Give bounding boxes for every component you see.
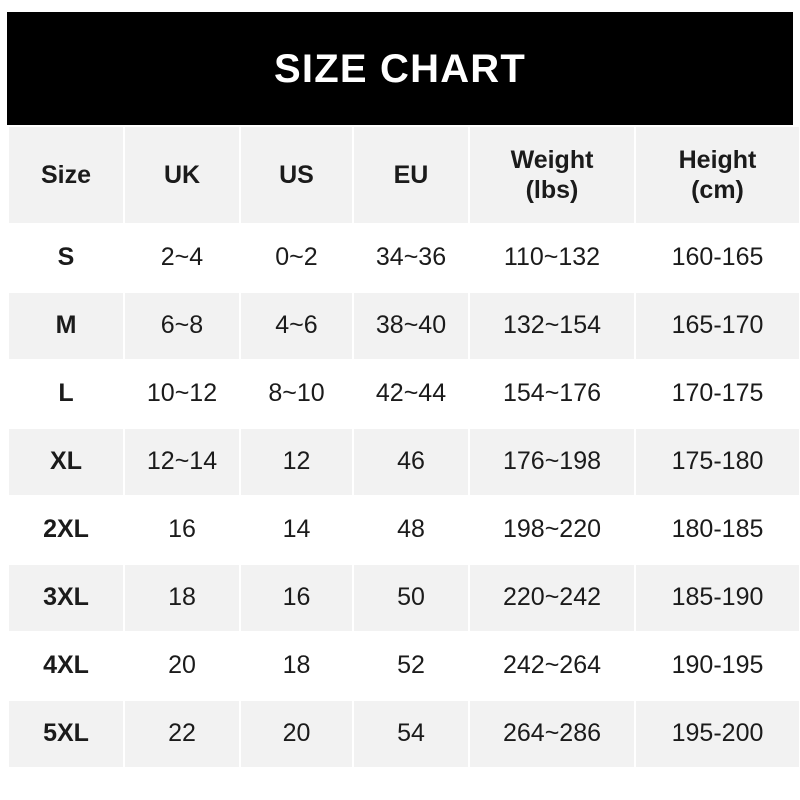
cell-height: 180-185 bbox=[636, 497, 799, 563]
cell-size: 2XL bbox=[9, 497, 123, 563]
cell-weight: 132~154 bbox=[470, 293, 634, 359]
cell-uk: 6~8 bbox=[125, 293, 239, 359]
cell-size: XL bbox=[9, 429, 123, 495]
column-header-weight: Weight (lbs) bbox=[470, 127, 634, 223]
table-row: 2XL 16 14 48 198~220 180-185 bbox=[9, 497, 799, 563]
cell-eu: 34~36 bbox=[354, 225, 468, 291]
page-title: SIZE CHART bbox=[274, 46, 526, 91]
cell-size: M bbox=[9, 293, 123, 359]
column-header-label: UK bbox=[163, 160, 201, 189]
table-header-row: Size UK US EU Weight (lbs) Height (cm) bbox=[9, 127, 799, 223]
cell-uk: 2~4 bbox=[125, 225, 239, 291]
cell-height: 170-175 bbox=[636, 361, 799, 427]
column-header-unit: (lbs) bbox=[525, 176, 579, 204]
cell-eu: 54 bbox=[354, 701, 468, 767]
column-header-label: US bbox=[279, 160, 314, 189]
cell-weight: 242~264 bbox=[470, 633, 634, 699]
column-header-size: Size bbox=[9, 127, 123, 223]
column-header-label: Weight bbox=[510, 145, 594, 174]
cell-weight: 176~198 bbox=[470, 429, 634, 495]
size-chart-table: Size UK US EU Weight (lbs) Height (cm) S 2~4 0~2 3… bbox=[7, 125, 800, 769]
column-header-label: EU bbox=[393, 160, 429, 189]
cell-size: L bbox=[9, 361, 123, 427]
cell-uk: 10~12 bbox=[125, 361, 239, 427]
cell-eu: 48 bbox=[354, 497, 468, 563]
cell-size: 3XL bbox=[9, 565, 123, 631]
cell-eu: 46 bbox=[354, 429, 468, 495]
column-header-eu: EU bbox=[354, 127, 468, 223]
cell-size: S bbox=[9, 225, 123, 291]
cell-eu: 52 bbox=[354, 633, 468, 699]
cell-height: 165-170 bbox=[636, 293, 799, 359]
cell-height: 185-190 bbox=[636, 565, 799, 631]
cell-height: 160-165 bbox=[636, 225, 799, 291]
table-body: S 2~4 0~2 34~36 110~132 160-165 M 6~8 4~6 38~40 13… bbox=[9, 225, 799, 767]
cell-weight: 198~220 bbox=[470, 497, 634, 563]
table-row: XL 12~14 12 46 176~198 175-180 bbox=[9, 429, 799, 495]
cell-size: 5XL bbox=[9, 701, 123, 767]
cell-size: 4XL bbox=[9, 633, 123, 699]
cell-weight: 110~132 bbox=[470, 225, 634, 291]
cell-uk: 22 bbox=[125, 701, 239, 767]
table-row: S 2~4 0~2 34~36 110~132 160-165 bbox=[9, 225, 799, 291]
table-row: 3XL 18 16 50 220~242 185-190 bbox=[9, 565, 799, 631]
cell-weight: 220~242 bbox=[470, 565, 634, 631]
column-header-label: Size bbox=[40, 160, 92, 189]
cell-weight: 154~176 bbox=[470, 361, 634, 427]
cell-us: 18 bbox=[241, 633, 352, 699]
table-row: M 6~8 4~6 38~40 132~154 165-170 bbox=[9, 293, 799, 359]
cell-height: 195-200 bbox=[636, 701, 799, 767]
cell-us: 4~6 bbox=[241, 293, 352, 359]
cell-us: 16 bbox=[241, 565, 352, 631]
cell-uk: 20 bbox=[125, 633, 239, 699]
cell-uk: 16 bbox=[125, 497, 239, 563]
table-header: Size UK US EU Weight (lbs) Height (cm) bbox=[9, 127, 799, 223]
column-header-us: US bbox=[241, 127, 352, 223]
column-header-label: Height bbox=[678, 145, 757, 174]
cell-us: 12 bbox=[241, 429, 352, 495]
cell-uk: 18 bbox=[125, 565, 239, 631]
column-header-unit: (cm) bbox=[691, 176, 744, 204]
cell-us: 20 bbox=[241, 701, 352, 767]
cell-uk: 12~14 bbox=[125, 429, 239, 495]
cell-us: 0~2 bbox=[241, 225, 352, 291]
cell-eu: 50 bbox=[354, 565, 468, 631]
cell-height: 175-180 bbox=[636, 429, 799, 495]
cell-eu: 38~40 bbox=[354, 293, 468, 359]
cell-eu: 42~44 bbox=[354, 361, 468, 427]
cell-us: 14 bbox=[241, 497, 352, 563]
column-header-height: Height (cm) bbox=[636, 127, 799, 223]
cell-height: 190-195 bbox=[636, 633, 799, 699]
table-row: 5XL 22 20 54 264~286 195-200 bbox=[9, 701, 799, 767]
cell-us: 8~10 bbox=[241, 361, 352, 427]
cell-weight: 264~286 bbox=[470, 701, 634, 767]
column-header-uk: UK bbox=[125, 127, 239, 223]
chart-title-banner: SIZE CHART bbox=[7, 12, 793, 125]
table-row: 4XL 20 18 52 242~264 190-195 bbox=[9, 633, 799, 699]
table-row: L 10~12 8~10 42~44 154~176 170-175 bbox=[9, 361, 799, 427]
